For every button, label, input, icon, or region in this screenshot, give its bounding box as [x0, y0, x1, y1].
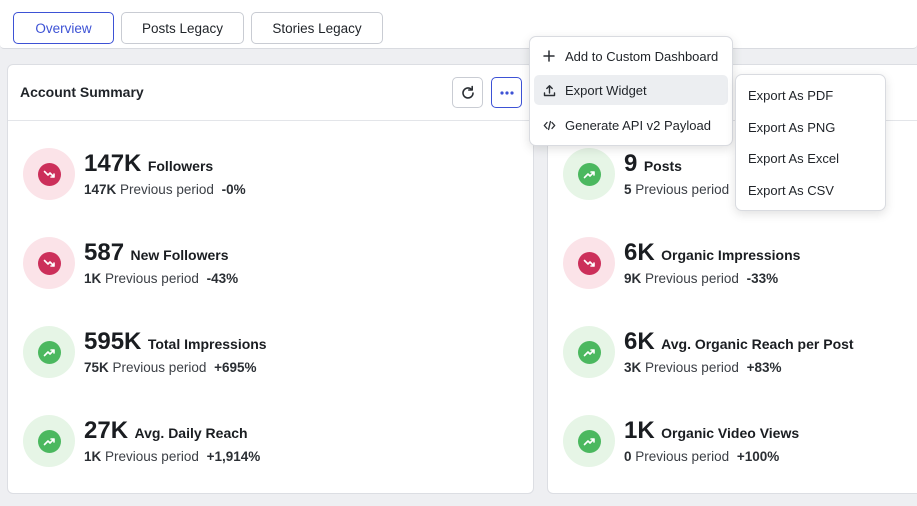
- previous-period-label: Previous period: [635, 449, 730, 464]
- trend-badge: [563, 326, 615, 378]
- code-icon: [541, 117, 557, 133]
- trend-down-icon: [43, 170, 55, 178]
- metric-avg-organic-reach: 6K Avg. Organic Reach per Post 3K Previo…: [563, 326, 917, 380]
- trend-up-icon: [583, 437, 595, 445]
- more-horizontal-icon: [499, 90, 514, 95]
- metric-organic-video-views: 1K Organic Video Views 0 Previous period…: [563, 415, 917, 469]
- metric-value: 587: [84, 239, 125, 266]
- metric-value: 9: [624, 150, 638, 177]
- trend-up-icon: [43, 437, 55, 445]
- menu-item-label: Generate API v2 Payload: [565, 117, 711, 133]
- metric-value: 1K: [624, 417, 655, 444]
- trend-down-icon: [43, 259, 55, 267]
- metric-value: 6K: [624, 239, 655, 266]
- plus-icon: [541, 48, 557, 64]
- metric-label: Avg. Organic Reach per Post: [661, 336, 854, 352]
- tab-bar: Overview Posts Legacy Stories Legacy: [0, 0, 917, 49]
- change-percent: +695%: [214, 360, 257, 375]
- metric-organic-impressions: 6K Organic Impressions 9K Previous perio…: [563, 237, 917, 291]
- menu-item-label: Add to Custom Dashboard: [565, 48, 719, 64]
- export-pdf-item[interactable]: Export As PDF: [748, 88, 834, 103]
- metric-avg-daily-reach: 27K Avg. Daily Reach 1K Previous period …: [23, 415, 503, 469]
- trend-badge: [23, 237, 75, 289]
- change-percent: -33%: [746, 271, 779, 286]
- previous-period-label: Previous period: [105, 449, 199, 464]
- trend-badge: [563, 237, 615, 289]
- export-submenu: Export As PDF Export As PNG Export As Ex…: [735, 74, 886, 211]
- metric-new-followers: 587 New Followers 1K Previous period -43…: [23, 237, 503, 291]
- metric-value: 27K: [84, 417, 129, 444]
- tab-stories-legacy[interactable]: Stories Legacy: [251, 12, 383, 44]
- more-options-button[interactable]: [491, 77, 522, 108]
- export-excel-item[interactable]: Export As Excel: [748, 151, 840, 166]
- menu-item-label: Export Widget: [565, 82, 647, 98]
- metric-label: Organic Impressions: [661, 247, 801, 263]
- widget-header: Account Summary: [8, 65, 533, 121]
- trend-badge: [563, 148, 615, 200]
- export-widget-item[interactable]: Export Widget: [534, 75, 728, 105]
- export-csv-item[interactable]: Export As CSV: [748, 183, 834, 198]
- previous-period-label: Previous period: [105, 271, 199, 286]
- metric-label: New Followers: [130, 247, 229, 263]
- previous-value: 5: [624, 182, 632, 197]
- trend-badge: [563, 415, 615, 467]
- previous-value: 0: [624, 449, 632, 464]
- previous-period-label: Previous period: [645, 360, 739, 375]
- widget-options-menu: Add to Custom Dashboard Export Widget Ge…: [529, 36, 733, 146]
- generate-api-payload-item[interactable]: Generate API v2 Payload: [534, 110, 728, 140]
- change-percent: +100%: [736, 449, 780, 464]
- previous-period-label: Previous period: [645, 271, 739, 286]
- previous-period-label: Previous period: [112, 360, 207, 375]
- previous-period-label: Previous period: [635, 182, 730, 197]
- metric-label: Avg. Daily Reach: [134, 425, 248, 441]
- previous-value: 3K: [624, 360, 642, 375]
- upload-icon: [541, 82, 557, 98]
- account-summary-widget: Account Summary 147K Followers 147K Prev…: [7, 64, 534, 494]
- previous-value: 1K: [84, 271, 102, 286]
- refresh-icon: [461, 85, 474, 99]
- trend-up-icon: [583, 348, 595, 356]
- previous-value: 147K: [84, 182, 117, 197]
- add-to-custom-dashboard-item[interactable]: Add to Custom Dashboard: [534, 41, 728, 71]
- metric-value: 595K: [84, 328, 142, 355]
- change-percent: -0%: [221, 182, 246, 197]
- export-png-item[interactable]: Export As PNG: [748, 120, 836, 135]
- previous-value: 75K: [84, 360, 109, 375]
- trend-badge: [23, 326, 75, 378]
- trend-badge: [23, 415, 75, 467]
- metric-label: Followers: [147, 158, 214, 174]
- previous-value: 1K: [84, 449, 102, 464]
- metric-followers: 147K Followers 147K Previous period -0%: [23, 148, 503, 202]
- metric-label: Posts: [643, 158, 682, 174]
- change-percent: +1,914%: [206, 449, 261, 464]
- widget-title: Account Summary: [20, 84, 144, 100]
- tab-overview[interactable]: Overview: [13, 12, 114, 44]
- metric-value: 147K: [84, 150, 142, 177]
- metric-value: 6K: [624, 328, 655, 355]
- metric-label: Total Impressions: [147, 336, 267, 352]
- trend-down-icon: [583, 259, 595, 267]
- trend-badge: [23, 148, 75, 200]
- trend-up-icon: [43, 348, 55, 356]
- change-percent: -43%: [206, 271, 239, 286]
- metric-label: Organic Video Views: [661, 425, 800, 441]
- metric-posts: 9 Posts 5 Previous period: [563, 148, 917, 202]
- previous-period-label: Previous period: [120, 182, 214, 197]
- tab-posts-legacy[interactable]: Posts Legacy: [121, 12, 244, 44]
- refresh-button[interactable]: [452, 77, 483, 108]
- change-percent: +83%: [746, 360, 782, 375]
- previous-value: 9K: [624, 271, 642, 286]
- metric-total-impressions: 595K Total Impressions 75K Previous peri…: [23, 326, 503, 380]
- trend-up-icon: [583, 170, 595, 178]
